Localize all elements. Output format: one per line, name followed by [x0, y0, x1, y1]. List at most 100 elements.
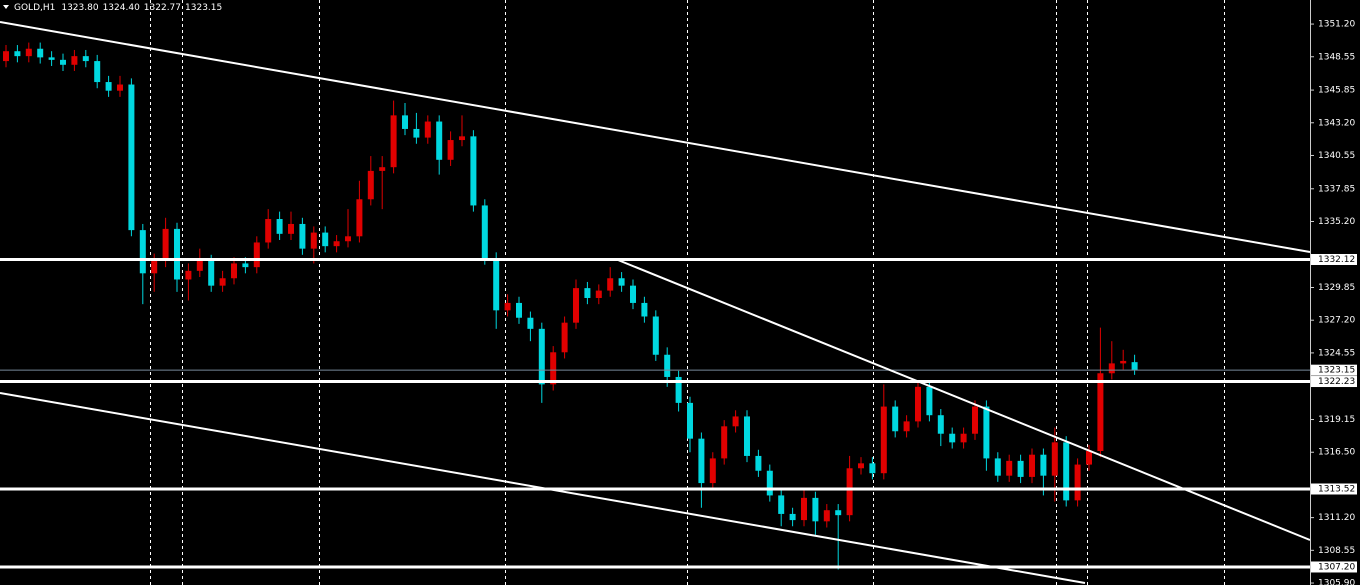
- candle-body: [675, 376, 682, 403]
- candle-body: [459, 136, 465, 141]
- candle-body: [367, 170, 374, 200]
- y-tick-label: 1327.20: [1318, 316, 1355, 326]
- candle-body: [1040, 454, 1047, 476]
- candle-body: [345, 236, 351, 242]
- y-tick-label: 1319.15: [1318, 415, 1355, 425]
- candle-body: [424, 121, 431, 138]
- y-tick-label: 1324.55: [1318, 348, 1355, 358]
- candle-body: [766, 470, 773, 496]
- header-low: 1322.77: [144, 3, 181, 13]
- candle-body: [14, 51, 21, 57]
- candle-body: [744, 416, 750, 456]
- candle-body: [869, 463, 876, 474]
- candle-body: [550, 352, 557, 385]
- candle-body: [1017, 460, 1024, 477]
- candle-body: [208, 260, 215, 286]
- candle-body: [402, 115, 408, 129]
- candle-body: [3, 51, 9, 62]
- candle-body: [823, 510, 830, 522]
- candle-body: [333, 241, 340, 247]
- candle-body: [105, 82, 112, 91]
- candle-body: [139, 230, 146, 274]
- candle-body: [162, 228, 169, 261]
- candle-body: [709, 458, 716, 484]
- candle-body: [584, 288, 591, 298]
- candle-body: [926, 386, 933, 416]
- candle-body: [25, 48, 32, 57]
- y-tick-label: 1348.55: [1318, 52, 1355, 62]
- candle-body: [789, 513, 796, 521]
- level-label-box: [1311, 376, 1357, 388]
- candle-body: [630, 285, 636, 303]
- candle-body: [1006, 460, 1013, 476]
- candle-body: [538, 328, 545, 385]
- level-label-box: [1311, 483, 1357, 495]
- candle-body: [721, 426, 728, 459]
- candle-body: [94, 61, 101, 83]
- candle-body: [231, 263, 237, 279]
- candle-body: [960, 433, 967, 443]
- candle-body: [242, 263, 249, 268]
- level-label: 1332.12: [1318, 255, 1355, 265]
- candle-body: [174, 228, 180, 280]
- candle-body: [48, 57, 55, 60]
- candle-body: [561, 322, 568, 353]
- y-tick-label: 1351.20: [1318, 20, 1355, 30]
- candle-body: [1029, 454, 1035, 477]
- symbol: GOLD,H1: [14, 3, 55, 13]
- candle-body: [915, 386, 921, 422]
- candle-body: [1074, 464, 1081, 501]
- candle-body: [607, 278, 614, 291]
- candle-body: [60, 59, 66, 65]
- candle-body: [322, 232, 329, 247]
- header-high: 1324.40: [103, 3, 140, 13]
- candle-body: [664, 354, 671, 377]
- candle-body: [892, 406, 899, 432]
- candle-body: [732, 416, 739, 427]
- candle-body: [356, 199, 363, 237]
- candle-body: [447, 140, 454, 160]
- candle-body: [1131, 362, 1138, 371]
- candle-body: [949, 433, 956, 443]
- candle-body: [1120, 360, 1127, 364]
- candle-body: [82, 56, 89, 62]
- level-label: 1307.20: [1318, 562, 1355, 572]
- candle-body: [618, 278, 625, 286]
- y-tick-label: 1305.90: [1318, 579, 1355, 585]
- plot-area: [0, 42, 1310, 570]
- y-tick-label: 1340.55: [1318, 151, 1355, 161]
- candle-body: [470, 136, 477, 206]
- candle-body: [37, 48, 44, 58]
- menu-arrow[interactable]: [3, 5, 9, 9]
- candle-body: [1097, 373, 1104, 451]
- candle-body: [527, 317, 534, 329]
- candle-body: [573, 288, 579, 323]
- candle-body: [983, 406, 990, 459]
- header-close: 1323.15: [185, 3, 222, 13]
- candle-body: [698, 438, 705, 484]
- price-label-box: [1311, 364, 1357, 376]
- candle-body: [652, 316, 659, 355]
- header-open: 1323.80: [61, 3, 98, 13]
- candle-body: [310, 232, 317, 249]
- candle-body: [436, 121, 443, 160]
- y-tick-label: 1343.20: [1318, 118, 1355, 128]
- y-tick-label: 1345.85: [1318, 86, 1355, 96]
- candle-body: [71, 56, 78, 65]
- y-tick-label: 1335.20: [1318, 217, 1355, 227]
- level-label: 1313.52: [1318, 485, 1355, 495]
- y-tick-label: 1316.50: [1318, 448, 1355, 458]
- candle-body: [755, 455, 762, 471]
- candle-body: [778, 495, 785, 514]
- candle-body: [1063, 442, 1070, 501]
- candle-body: [117, 84, 123, 91]
- candle-body: [493, 258, 500, 311]
- candle-body: [1086, 450, 1092, 465]
- y-tick-label: 1329.85: [1318, 283, 1355, 293]
- candle-body: [481, 205, 488, 259]
- level-label: 1322.23: [1318, 377, 1355, 387]
- candle-body: [265, 219, 272, 243]
- candle-body: [835, 510, 842, 516]
- candle-body: [1108, 363, 1115, 374]
